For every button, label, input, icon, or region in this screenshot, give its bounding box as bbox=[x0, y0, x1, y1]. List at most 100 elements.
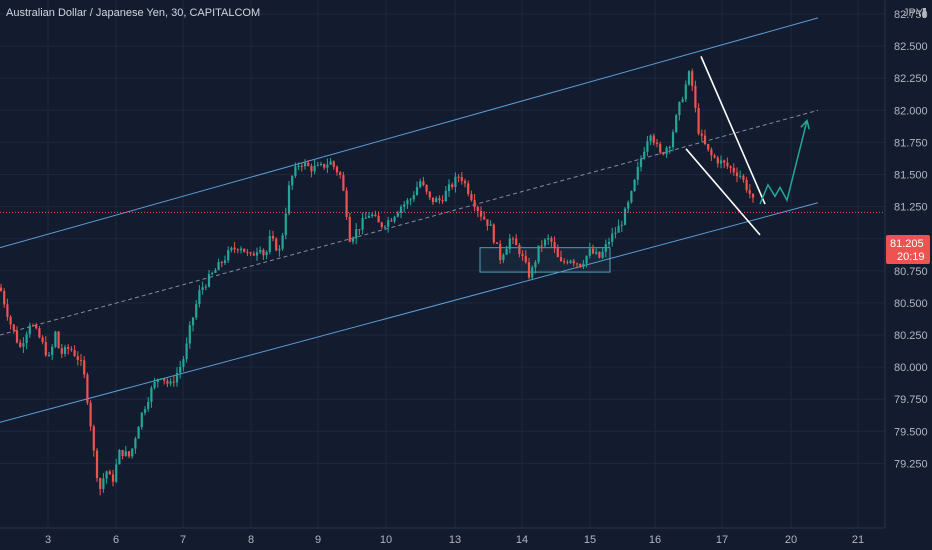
candle-body bbox=[521, 254, 524, 256]
candle-body bbox=[127, 451, 131, 457]
y-tick-label: 79.500 bbox=[894, 426, 928, 438]
range-box[interactable] bbox=[479, 247, 611, 273]
candle-body bbox=[86, 374, 89, 403]
candle-body bbox=[438, 198, 441, 201]
candle-body bbox=[495, 242, 499, 244]
drawings-front[interactable] bbox=[685, 56, 810, 236]
candle-body bbox=[502, 254, 505, 261]
candle-body bbox=[598, 251, 601, 258]
candle-body bbox=[361, 218, 364, 230]
candle-body bbox=[3, 291, 6, 305]
candle-body bbox=[227, 250, 230, 261]
candle-body bbox=[204, 286, 207, 288]
wedge-lower-line[interactable] bbox=[685, 148, 761, 236]
projection-path[interactable] bbox=[759, 120, 808, 205]
candle-body bbox=[249, 252, 252, 254]
currency-label-marker bbox=[923, 8, 926, 18]
candle-body bbox=[604, 244, 607, 252]
candle-body bbox=[703, 135, 707, 145]
candle-body bbox=[150, 387, 153, 402]
candle-body bbox=[595, 251, 598, 254]
candle-body bbox=[28, 325, 31, 335]
candle-body bbox=[265, 251, 268, 256]
candle-body bbox=[303, 162, 307, 167]
y-tick-label: 81.500 bbox=[894, 170, 928, 182]
x-tick-label: 17 bbox=[716, 534, 728, 546]
channel-upper-line[interactable] bbox=[0, 17, 819, 249]
candle-body bbox=[716, 157, 719, 164]
x-tick-label: 14 bbox=[516, 534, 528, 546]
candle-body bbox=[675, 115, 678, 133]
candle-body bbox=[454, 176, 457, 187]
candle-body bbox=[639, 158, 643, 168]
candle-body bbox=[259, 249, 262, 253]
candle-body bbox=[460, 177, 463, 181]
candle-body bbox=[351, 238, 355, 242]
candle-body bbox=[646, 141, 649, 152]
projection-arrowhead bbox=[800, 119, 810, 130]
candle-body bbox=[655, 142, 659, 144]
candle-body bbox=[486, 219, 489, 226]
candle-body bbox=[12, 324, 15, 331]
candle-body bbox=[230, 247, 233, 251]
candle-body bbox=[60, 348, 63, 354]
candle-body bbox=[332, 161, 335, 167]
price-badge-box bbox=[886, 235, 930, 264]
candle-body bbox=[287, 185, 291, 214]
candle-body bbox=[89, 402, 92, 427]
candle-body bbox=[393, 216, 396, 222]
currency-label: JPY bbox=[903, 7, 924, 19]
candle-body bbox=[559, 257, 563, 262]
candle-body bbox=[713, 155, 716, 158]
candle-body bbox=[505, 248, 508, 255]
candle-body bbox=[543, 239, 547, 246]
time-axis[interactable]: 3 6 7 8 9 10 13 14 15 16 17 20 21 bbox=[0, 527, 885, 546]
y-tick-label: 81.250 bbox=[894, 202, 928, 214]
candle-body bbox=[179, 366, 182, 373]
candle-body bbox=[518, 245, 521, 255]
candle-body bbox=[92, 426, 95, 451]
candle-body bbox=[668, 147, 671, 149]
candle-body bbox=[348, 216, 351, 242]
candle-body bbox=[572, 260, 575, 264]
candle-body bbox=[569, 260, 572, 263]
candle-body bbox=[665, 147, 668, 155]
channel-mid-line[interactable] bbox=[0, 109, 819, 336]
candle-body bbox=[159, 378, 163, 380]
x-tick-label: 6 bbox=[113, 534, 119, 546]
candle-body bbox=[729, 166, 732, 168]
candle-body bbox=[108, 471, 111, 475]
candle-body bbox=[745, 179, 748, 191]
candle-body bbox=[723, 160, 726, 163]
candle-body bbox=[415, 187, 419, 196]
candle-body bbox=[284, 213, 287, 236]
candle-body bbox=[652, 135, 655, 143]
candle-body bbox=[25, 334, 28, 344]
candle-body bbox=[687, 71, 691, 85]
candle-body bbox=[153, 381, 156, 388]
candle-body bbox=[201, 287, 204, 291]
candle-body bbox=[627, 202, 630, 209]
candle-body bbox=[499, 243, 502, 261]
candle-body bbox=[470, 193, 473, 201]
candle-body bbox=[636, 167, 639, 180]
candle-body bbox=[579, 263, 582, 268]
candle-body bbox=[35, 325, 38, 329]
candle-body bbox=[374, 214, 377, 216]
candle-body bbox=[707, 144, 710, 150]
candle-body bbox=[51, 346, 54, 356]
candle-body bbox=[726, 162, 729, 167]
candle-body bbox=[339, 172, 342, 175]
channel-lower-line[interactable] bbox=[0, 202, 819, 423]
y-tick-label: 80.250 bbox=[894, 330, 928, 342]
candle-body bbox=[147, 401, 150, 410]
candle-body bbox=[294, 166, 297, 176]
candle-body bbox=[527, 262, 531, 278]
candle-body bbox=[678, 101, 681, 116]
candle-body bbox=[278, 248, 281, 251]
candle-body bbox=[575, 263, 579, 265]
wedge-upper-line[interactable] bbox=[700, 56, 766, 205]
candle-body bbox=[537, 245, 540, 263]
